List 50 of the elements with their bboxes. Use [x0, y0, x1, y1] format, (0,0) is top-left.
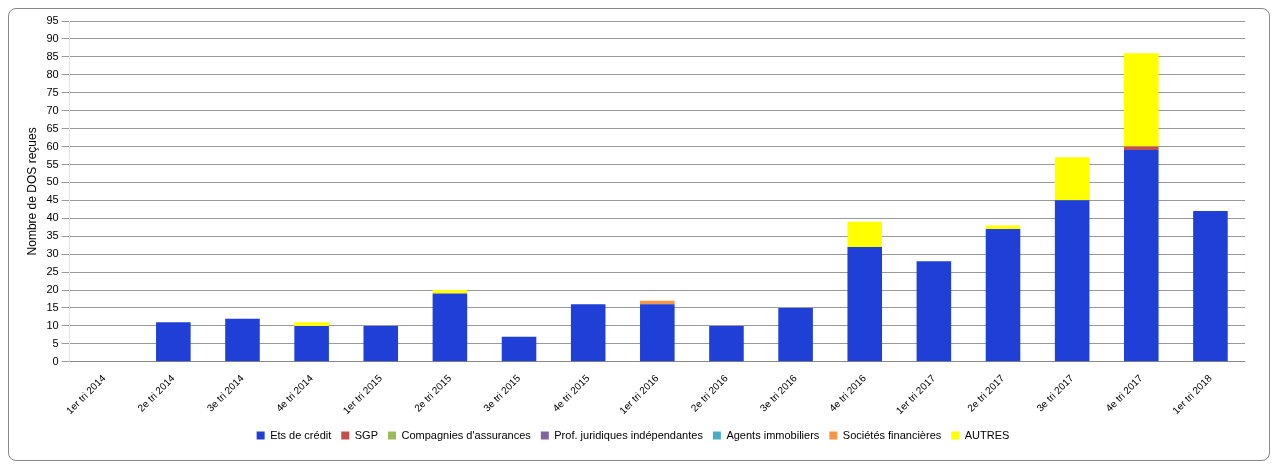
bar	[1054, 157, 1090, 201]
y-tick-label: 15	[46, 300, 59, 313]
y-tick-label: 30	[46, 247, 59, 260]
bar	[847, 246, 883, 362]
legend-label: Agents immobiliers	[726, 428, 820, 441]
y-tick-label: 90	[46, 31, 59, 44]
y-tick-label: 50	[46, 175, 59, 188]
legend-label: Ets de crédit	[270, 428, 332, 441]
y-tick-label: 80	[46, 67, 59, 80]
bar	[916, 261, 952, 362]
y-tick-label: 45	[46, 193, 59, 206]
legend-label: Sociétés financières	[842, 428, 942, 441]
bar	[570, 304, 606, 362]
bar	[225, 318, 260, 362]
bar	[778, 307, 813, 362]
y-tick-label: 40	[46, 211, 59, 224]
bar	[985, 225, 1021, 230]
y-tick-label: 35	[46, 229, 59, 242]
bar	[985, 229, 1021, 362]
y-tick-label: 5	[52, 336, 59, 349]
bar	[156, 322, 191, 362]
y-tick-label: 70	[46, 103, 59, 116]
bar	[1054, 200, 1090, 362]
bar	[432, 293, 468, 362]
y-tick-label: 55	[46, 157, 59, 170]
bar	[363, 325, 399, 362]
legend-label: Compagnies d'assurances	[401, 428, 532, 441]
bar	[640, 304, 675, 362]
y-tick-label: 95	[46, 14, 59, 27]
y-tick-label: 75	[46, 85, 59, 98]
y-axis-title: Nombre de DOS reçues	[24, 127, 39, 256]
y-tick-label: 85	[46, 49, 59, 62]
bar	[1124, 53, 1159, 147]
y-tick-label: 60	[46, 139, 59, 152]
bar	[847, 221, 883, 247]
bar	[294, 325, 329, 362]
legend-label: Prof. juridiques indépendantes	[554, 428, 704, 441]
bar	[709, 325, 744, 362]
legend-label: SGP	[354, 428, 379, 441]
y-tick-label: 20	[46, 283, 59, 296]
bar	[501, 336, 537, 362]
bar	[1193, 211, 1228, 362]
bar	[1124, 150, 1159, 362]
y-tick-label: 25	[46, 265, 59, 278]
y-tick-label: 65	[46, 121, 59, 134]
y-tick-label: 10	[46, 318, 59, 331]
legend-label: AUTRES	[964, 428, 1010, 441]
bar	[294, 322, 329, 326]
bar	[432, 290, 468, 294]
y-tick-label: 0	[52, 354, 59, 367]
